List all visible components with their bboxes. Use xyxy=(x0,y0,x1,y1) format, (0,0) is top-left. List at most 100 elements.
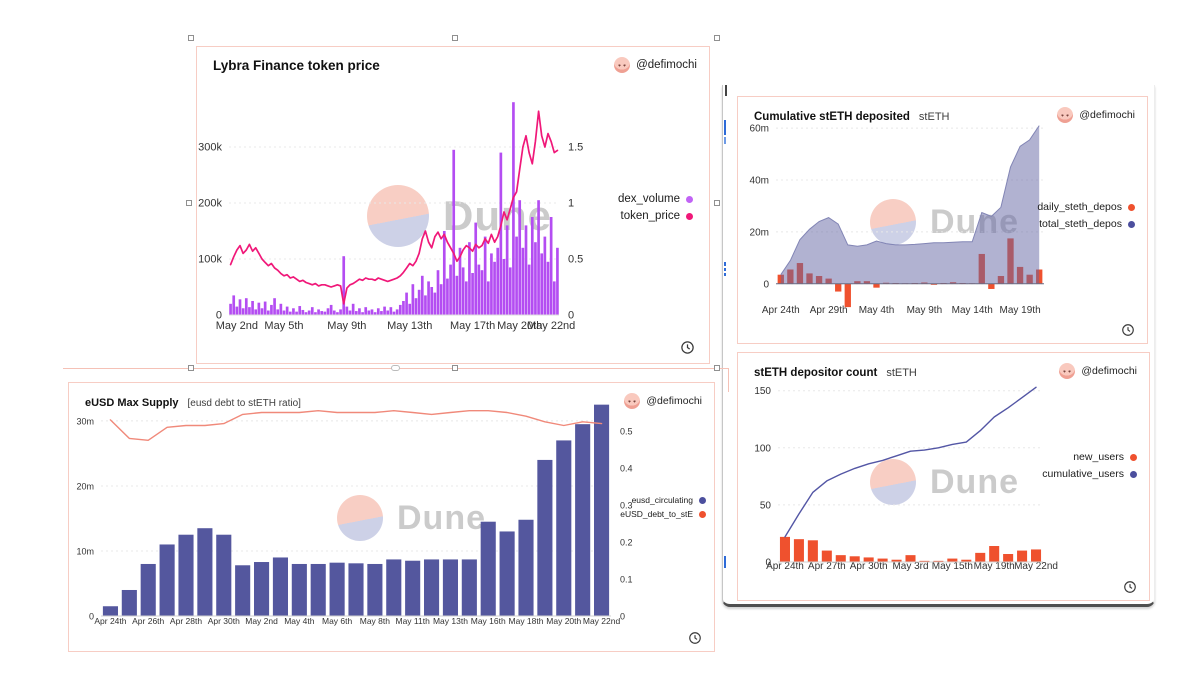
legend-label: total_steth_depos xyxy=(1039,218,1122,230)
svg-text:May 2nd: May 2nd xyxy=(245,616,278,626)
clock-icon[interactable] xyxy=(680,340,695,355)
selection-handle[interactable] xyxy=(714,200,720,206)
defimochi-avatar-icon xyxy=(614,57,631,73)
svg-text:0: 0 xyxy=(216,310,222,322)
author-link[interactable]: @defimochi xyxy=(614,57,697,73)
legend-label: cumulative_users xyxy=(1042,468,1124,480)
chart-subtitle: stETH xyxy=(886,367,917,379)
selection-handle[interactable] xyxy=(452,35,458,41)
svg-text:100: 100 xyxy=(754,443,771,454)
chart-legend: new_users cumulative_users xyxy=(1042,451,1137,480)
chart-legend: dex_volume token_price xyxy=(618,193,693,222)
author-handle: @defimochi xyxy=(646,395,702,407)
clock-icon[interactable] xyxy=(688,631,702,645)
svg-text:Apr 24th: Apr 24th xyxy=(766,561,804,572)
occluded-window-content xyxy=(724,262,726,266)
svg-text:May 20th: May 20th xyxy=(497,320,542,332)
author-link[interactable]: @defimochi xyxy=(624,393,702,409)
legend-dot-icon xyxy=(1128,220,1135,228)
dune-watermark: Dune xyxy=(337,495,486,541)
legend-label: dex_volume xyxy=(617,193,680,205)
svg-text:Apr 28th: Apr 28th xyxy=(170,616,202,626)
legend-label: token_price xyxy=(620,210,680,222)
svg-text:May 17th: May 17th xyxy=(450,320,495,332)
legend-label: eUSD_debt_to_stE xyxy=(620,509,693,519)
svg-text:50: 50 xyxy=(760,500,772,511)
chart-card-eusd-max-supply: eUSD Max Supply [eusd debt to stETH ratio… xyxy=(68,382,715,652)
defimochi-avatar-icon xyxy=(1059,363,1076,379)
svg-text:May 6th: May 6th xyxy=(322,616,353,626)
svg-text:0.4: 0.4 xyxy=(620,464,633,474)
legend-item[interactable]: total_steth_depos xyxy=(1037,218,1135,230)
selection-handle[interactable] xyxy=(188,365,194,371)
occluded-window-content xyxy=(724,556,726,568)
svg-text:0: 0 xyxy=(620,612,625,622)
svg-text:May 4th: May 4th xyxy=(284,616,315,626)
selection-outline-right xyxy=(728,368,729,392)
chart-subtitle: stETH xyxy=(918,111,950,123)
chart-plot: 0 20m 40m 60m Apr 24th Apr 29th May 4th May 9th… xyxy=(750,124,1044,316)
clock-icon[interactable] xyxy=(1123,580,1137,594)
author-handle: @defimochi xyxy=(1079,109,1135,121)
svg-text:May 14th: May 14th xyxy=(952,305,993,316)
svg-text:0.5: 0.5 xyxy=(568,254,583,266)
legend-item[interactable]: dex_volume xyxy=(618,193,693,205)
chart-title-group: Cumulative stETH deposited stETH xyxy=(754,107,949,125)
svg-text:0.5: 0.5 xyxy=(620,427,633,437)
author-link[interactable]: @defimochi xyxy=(1059,363,1137,379)
chart-title-group: Lybra Finance token price xyxy=(213,57,389,75)
svg-text:May 22nd: May 22nd xyxy=(1014,561,1058,572)
selection-handle[interactable] xyxy=(714,365,720,371)
svg-text:1.5: 1.5 xyxy=(568,142,583,154)
svg-text:May 13th: May 13th xyxy=(433,616,468,626)
chart-title: Lybra Finance token price xyxy=(213,58,380,73)
legend-item[interactable]: daily_steth_depos xyxy=(1037,201,1135,213)
legend-item[interactable]: eusd_circulating xyxy=(620,495,706,505)
occluded-window-content xyxy=(724,273,726,276)
svg-text:0.3: 0.3 xyxy=(620,501,633,511)
legend-dot-icon xyxy=(699,510,706,518)
legend-dot-icon xyxy=(686,195,693,203)
svg-text:May 3rd: May 3rd xyxy=(892,561,928,572)
svg-text:60m: 60m xyxy=(750,124,769,135)
legend-label: new_users xyxy=(1073,451,1124,463)
legend-item[interactable]: eUSD_debt_to_stE xyxy=(620,509,706,519)
svg-text:1: 1 xyxy=(568,198,574,210)
defimochi-avatar-icon xyxy=(1057,107,1074,123)
svg-text:May 11th: May 11th xyxy=(395,616,430,626)
selection-handle[interactable] xyxy=(714,35,720,41)
dune-logo-icon xyxy=(367,185,429,247)
legend-item[interactable]: new_users xyxy=(1042,451,1137,463)
svg-text:Apr 29th: Apr 29th xyxy=(810,305,848,316)
author-link[interactable]: @defimochi xyxy=(1057,107,1135,123)
author-handle: @defimochi xyxy=(1081,365,1137,377)
legend-label: daily_steth_depos xyxy=(1037,201,1122,213)
svg-text:30m: 30m xyxy=(76,416,94,426)
svg-text:May 4th: May 4th xyxy=(859,305,895,316)
legend-label: eusd_circulating xyxy=(631,495,693,505)
svg-text:Apr 30th: Apr 30th xyxy=(850,561,888,572)
selection-handle[interactable] xyxy=(186,200,192,206)
selection-handle[interactable] xyxy=(452,365,458,371)
svg-text:Apr 26th: Apr 26th xyxy=(132,616,164,626)
dune-watermark-text: Dune xyxy=(930,462,1019,501)
legend-item[interactable]: cumulative_users xyxy=(1042,468,1137,480)
chart-card-cumulative-steth: Cumulative stETH deposited stETH @defimoc… xyxy=(737,96,1148,344)
dune-watermark-text: Dune xyxy=(397,498,486,537)
chart-card-lybra-token-price: Lybra Finance token price @defimochi Dun… xyxy=(196,46,710,364)
svg-text:150: 150 xyxy=(754,386,771,397)
author-handle: @defimochi xyxy=(636,59,697,71)
chart-plot: 0 50 100 150 Apr 24th Apr 27th Apr 30th May 3rd… xyxy=(754,386,1058,572)
dune-watermark: Dune xyxy=(870,459,1019,505)
clock-icon[interactable] xyxy=(1121,323,1135,337)
dune-logo-icon xyxy=(870,459,916,505)
svg-text:May 19th: May 19th xyxy=(974,561,1015,572)
svg-text:300k: 300k xyxy=(198,142,222,154)
legend-item[interactable]: token_price xyxy=(618,210,693,222)
selection-handle[interactable] xyxy=(188,35,194,41)
svg-text:May 20th: May 20th xyxy=(546,616,581,626)
svg-text:0: 0 xyxy=(765,558,771,569)
selection-handle[interactable] xyxy=(391,365,400,371)
legend-dot-icon xyxy=(1128,203,1135,211)
